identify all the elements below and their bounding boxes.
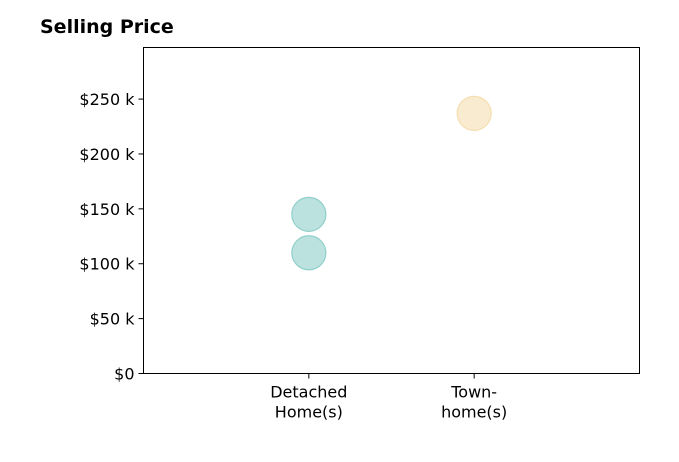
y-axis: $0 $50 k $100 k $150 k $200 k $250 k [79, 90, 144, 384]
x-axis: Detached Home(s) Town-home(s) [270, 373, 507, 422]
y-tick-label: $50 k [90, 310, 136, 329]
plot-frame [143, 47, 640, 374]
marks-layer [291, 95, 492, 271]
y-tick-label: $0 [114, 365, 134, 384]
data-point [456, 95, 492, 131]
chart-title: Selling Price [40, 16, 174, 38]
data-point [291, 196, 327, 232]
data-point [291, 235, 327, 271]
y-tick-label: $200 k [79, 145, 135, 164]
y-tick-label: $100 k [79, 255, 135, 274]
x-tick-label: Detached Home(s) [270, 383, 347, 422]
y-tick-label: $150 k [79, 200, 135, 219]
y-tick-label: $250 k [79, 90, 135, 109]
x-tick-label: Town-home(s) [441, 383, 507, 422]
